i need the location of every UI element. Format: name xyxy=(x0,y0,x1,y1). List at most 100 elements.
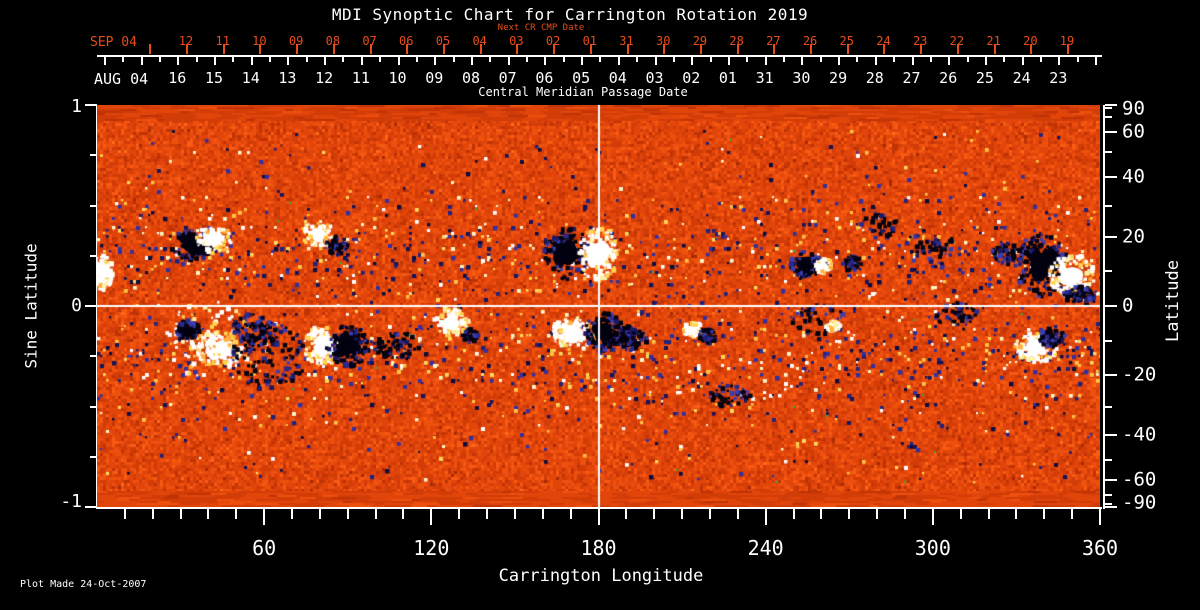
cmp-day-tick xyxy=(874,57,877,65)
cmp-day-tick xyxy=(1058,57,1061,65)
cmp-date-label: 14 xyxy=(241,69,260,87)
next-cr-date-label: 01 xyxy=(582,34,598,48)
cmp-date-label: 04 xyxy=(608,69,627,87)
longitude-major-tick xyxy=(430,509,433,525)
next-cr-date-label: 25 xyxy=(839,34,854,48)
longitude-major-tick xyxy=(597,509,600,525)
cmp-halfday-tick xyxy=(122,57,125,62)
next-cr-day-tick xyxy=(810,44,813,54)
cmp-day-tick xyxy=(287,57,290,65)
longitude-tick-label: 60 xyxy=(252,536,277,560)
cmp-halfday-tick xyxy=(158,57,161,62)
longitude-minor-tick xyxy=(402,509,405,519)
sine-lat-tick-label: 0 xyxy=(71,295,82,317)
latitude-major-tick xyxy=(1105,373,1117,376)
sine-lat-tick-label: 1 xyxy=(71,96,82,118)
latitude-tick-label: -40 xyxy=(1122,423,1157,446)
next-cr-date-label: 11 xyxy=(215,34,230,48)
longitude-minor-tick xyxy=(1071,509,1074,519)
longitude-minor-tick xyxy=(207,509,210,519)
right-axis-line xyxy=(1103,105,1105,509)
cmp-day-tick xyxy=(1021,57,1024,65)
cmp-halfday-tick xyxy=(342,57,345,62)
page-title: MDI Synoptic Chart for Carrington Rotati… xyxy=(331,5,809,24)
cmp-day-tick xyxy=(984,57,987,65)
next-cr-day-tick xyxy=(406,44,409,54)
next-cr-day-tick xyxy=(369,44,372,54)
longitude-minor-tick xyxy=(959,509,962,519)
cmp-date-label: 05 xyxy=(572,69,591,87)
cmp-date-label: 12 xyxy=(315,69,334,87)
next-cr-day-tick xyxy=(442,44,445,54)
latitude-minor-tick xyxy=(1105,502,1112,505)
cmp-halfday-tick xyxy=(893,57,896,62)
longitude-minor-tick xyxy=(736,509,739,519)
longitude-tick-label: 180 xyxy=(580,536,617,560)
cmp-halfday-tick xyxy=(195,57,198,62)
cmp-date-label: 24 xyxy=(1012,69,1031,87)
next-cr-day-tick xyxy=(699,44,702,54)
cmp-halfday-tick xyxy=(966,57,969,62)
next-cr-date-label: 09 xyxy=(288,34,304,48)
next-cr-day-tick xyxy=(1030,44,1033,54)
latitude-minor-tick xyxy=(1105,405,1112,408)
longitude-minor-tick xyxy=(625,509,628,519)
bottom-axis-title: Carrington Longitude xyxy=(498,566,704,586)
next-cr-date-label: 22 xyxy=(949,34,965,48)
cmp-halfday-tick xyxy=(636,57,639,62)
latitude-major-tick xyxy=(1105,236,1117,239)
cmp-date-label: 31 xyxy=(755,69,774,87)
longitude-minor-tick xyxy=(1015,509,1018,519)
cmp-date-label: 01 xyxy=(718,69,737,87)
longitude-minor-tick xyxy=(569,509,572,519)
cmp-halfday-tick xyxy=(305,57,308,62)
next-cr-date-label: 21 xyxy=(986,34,1001,48)
cmp-day-tick xyxy=(250,57,253,65)
cmp-date-label: 11 xyxy=(351,69,370,87)
latitude-minor-tick xyxy=(1105,339,1112,342)
next-cr-date-label: 03 xyxy=(509,34,524,48)
cmp-day-tick xyxy=(103,57,106,65)
magnetogram-plot-area xyxy=(97,105,1100,507)
right-axis-title: Latitude xyxy=(1163,260,1183,342)
latitude-minor-tick xyxy=(1105,204,1112,207)
latitude-tick-label: 40 xyxy=(1122,165,1145,188)
latitude-major-tick xyxy=(1105,104,1117,106)
sine-lat-minor-tick xyxy=(90,355,97,358)
longitude-minor-tick xyxy=(987,509,990,519)
cmp-day-tick xyxy=(654,57,657,65)
cmp-date-label: 25 xyxy=(975,69,994,87)
cmp-halfday-tick xyxy=(489,57,492,62)
cmp-day-tick xyxy=(324,57,327,65)
cmp-day-tick xyxy=(581,57,584,65)
cmp-date-label: 16 xyxy=(168,69,187,87)
cmp-day-tick xyxy=(544,57,547,65)
longitude-minor-tick xyxy=(876,509,879,519)
next-cr-date-label: 31 xyxy=(619,34,634,48)
next-cr-day-tick xyxy=(149,44,152,54)
longitude-tick-label: 300 xyxy=(914,536,951,560)
next-cr-date-label: 06 xyxy=(399,34,414,48)
longitude-tick-label: 360 xyxy=(1081,536,1119,560)
current-month-label: AUG 04 xyxy=(94,70,149,88)
next-cr-day-tick xyxy=(920,44,923,54)
longitude-major-tick xyxy=(1099,509,1101,525)
cmp-day-tick xyxy=(911,57,914,65)
cmp-halfday-tick xyxy=(1003,57,1006,62)
cmp-date-label: 02 xyxy=(682,69,701,87)
longitude-minor-tick xyxy=(151,509,154,519)
left-axis-line xyxy=(96,105,97,509)
longitude-minor-tick xyxy=(792,509,795,519)
longitude-minor-tick xyxy=(820,509,823,519)
next-cr-date-label: 26 xyxy=(802,34,818,48)
next-cr-day-tick xyxy=(956,44,959,54)
latitude-minor-tick xyxy=(1105,151,1112,154)
next-cr-day-tick xyxy=(1067,44,1070,54)
longitude-major-tick xyxy=(931,509,934,525)
next-cr-day-tick xyxy=(773,44,776,54)
longitude-minor-tick xyxy=(681,509,684,519)
cmp-halfday-tick xyxy=(452,57,455,62)
cmp-halfday-tick xyxy=(672,57,675,62)
latitude-tick-label: 20 xyxy=(1122,225,1145,248)
next-cr-day-tick xyxy=(993,44,996,54)
